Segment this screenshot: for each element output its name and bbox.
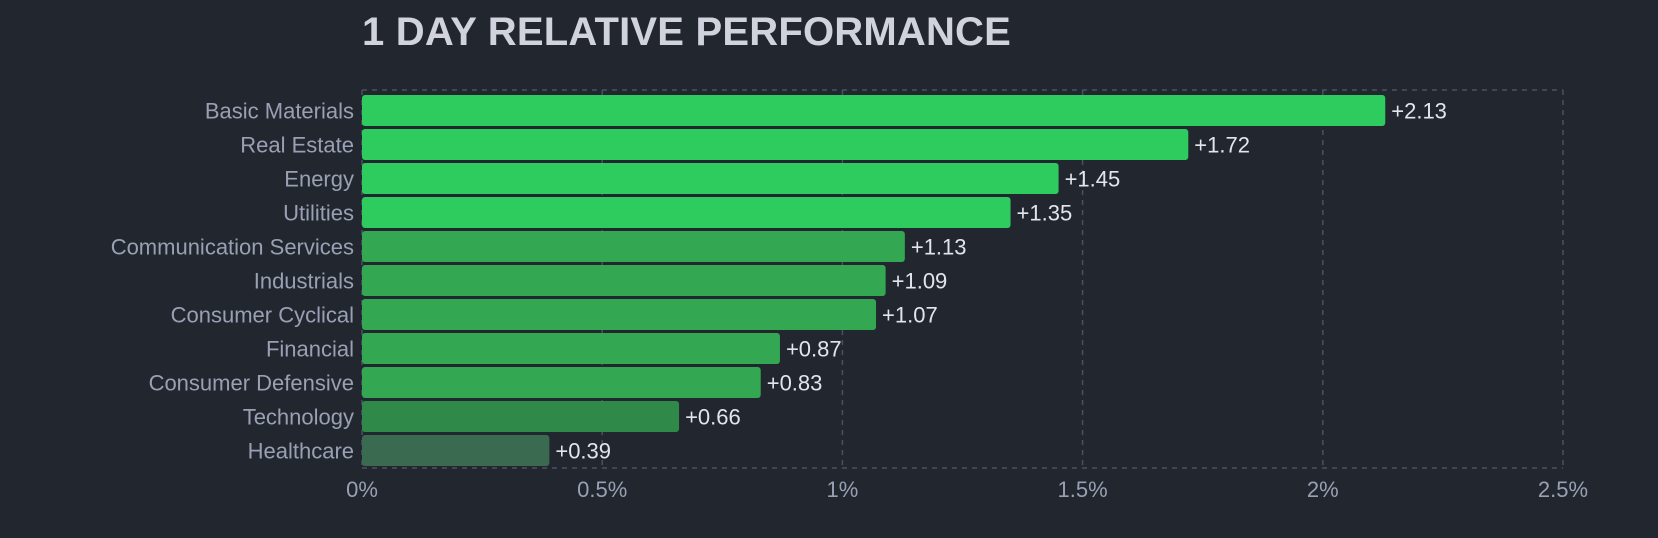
value-label-1: +1.72 bbox=[1194, 133, 1250, 158]
category-label-7: Financial bbox=[266, 337, 354, 362]
category-labels: Basic Materials Real Estate Energy Utilitie… bbox=[111, 99, 354, 464]
value-label-0: +2.13 bbox=[1391, 99, 1447, 124]
category-label-9: Technology bbox=[243, 405, 354, 430]
bar-7 bbox=[362, 333, 780, 364]
category-label-3: Utilities bbox=[283, 201, 354, 226]
category-label-2: Energy bbox=[284, 167, 354, 192]
x-tick-label-0: 0% bbox=[346, 477, 378, 502]
category-label-10: Healthcare bbox=[248, 439, 354, 464]
bar-5 bbox=[362, 265, 886, 296]
bar-6 bbox=[362, 299, 877, 330]
bar-3 bbox=[362, 197, 1011, 228]
value-label-10: +0.39 bbox=[555, 439, 611, 464]
category-label-0: Basic Materials bbox=[205, 99, 354, 124]
value-label-5: +1.09 bbox=[892, 269, 948, 294]
bar-4 bbox=[362, 231, 905, 262]
bar-1 bbox=[362, 129, 1189, 160]
x-axis-ticks: 0% 0.5% 1% 1.5% 2% 2.5% bbox=[346, 477, 1588, 502]
x-tick-label-4: 2% bbox=[1307, 477, 1339, 502]
bar-8 bbox=[362, 367, 761, 398]
category-label-8: Consumer Defensive bbox=[149, 371, 354, 396]
x-tick-label-3: 1.5% bbox=[1058, 477, 1108, 502]
x-tick-label-5: 2.5% bbox=[1538, 477, 1588, 502]
category-label-6: Consumer Cyclical bbox=[171, 303, 354, 328]
bar-9 bbox=[362, 401, 680, 432]
bar-10 bbox=[362, 435, 550, 466]
x-tick-label-2: 1% bbox=[827, 477, 859, 502]
category-label-1: Real Estate bbox=[240, 133, 354, 158]
chart-title: 1 DAY RELATIVE PERFORMANCE bbox=[362, 10, 1012, 54]
bar-0 bbox=[362, 95, 1386, 126]
value-label-2: +1.45 bbox=[1065, 167, 1121, 192]
bar-2 bbox=[362, 163, 1059, 194]
value-label-8: +0.83 bbox=[767, 371, 823, 396]
bars bbox=[362, 95, 1386, 466]
value-label-4: +1.13 bbox=[911, 235, 967, 260]
x-tick-label-1: 0.5% bbox=[577, 477, 627, 502]
value-label-7: +0.87 bbox=[786, 337, 842, 362]
value-labels: +2.13 +1.72 +1.45 +1.35 +1.13 +1.09 +1.07 +0.87… bbox=[555, 99, 1447, 464]
value-label-3: +1.35 bbox=[1017, 201, 1073, 226]
value-label-9: +0.66 bbox=[685, 405, 741, 430]
category-label-5: Industrials bbox=[254, 269, 354, 294]
category-label-4: Communication Services bbox=[111, 235, 354, 260]
value-label-6: +1.07 bbox=[882, 303, 938, 328]
